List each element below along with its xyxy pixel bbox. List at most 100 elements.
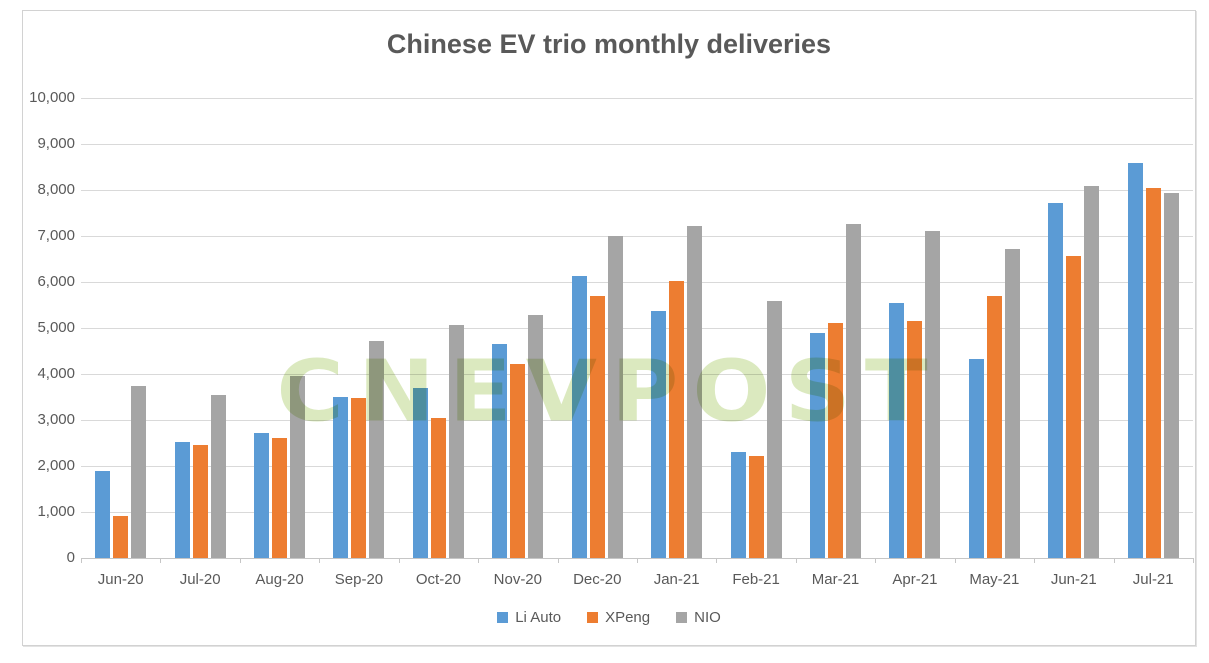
bar-nio <box>528 315 544 558</box>
bar-li-auto <box>810 333 825 558</box>
bar-li-auto <box>1127 163 1143 558</box>
bar-xpeng <box>113 516 129 558</box>
bar-xpeng <box>986 296 1002 558</box>
x-axis-tick <box>240 558 241 563</box>
bar-li-auto <box>889 303 905 558</box>
x-axis-tick <box>637 558 638 563</box>
gridline <box>81 98 1193 99</box>
bar-xpeng <box>430 418 446 558</box>
bar-li-auto <box>492 344 508 558</box>
bar-nio <box>846 224 861 558</box>
bar-xpeng <box>907 321 923 558</box>
bar-nio <box>766 301 782 558</box>
gridline <box>81 328 1193 329</box>
bar-nio <box>687 226 703 558</box>
bar-li-auto <box>254 433 270 558</box>
x-axis-tick <box>1034 558 1035 563</box>
legend-swatch <box>497 612 509 623</box>
x-axis-tick <box>81 558 82 563</box>
x-tick-label: Nov-20 <box>493 571 542 588</box>
x-tick-label: Mar-21 <box>811 571 860 588</box>
bar-li-auto <box>174 442 190 558</box>
x-axis-tick <box>955 558 956 563</box>
bar-li-auto <box>571 276 587 558</box>
x-axis-tick <box>716 558 717 563</box>
x-axis-labels: Jun-20 Jul-20 Aug-20 Sep-20 Oct-20 Nov-20 Dec-… <box>81 571 1193 588</box>
bar-nio <box>290 376 306 558</box>
x-axis-tick <box>1193 558 1194 563</box>
x-tick-label: Dec-20 <box>573 571 622 588</box>
bar-li-auto <box>730 452 746 558</box>
y-tick-label: 0 <box>66 549 75 566</box>
x-axis-tick <box>875 558 876 563</box>
bar-group <box>796 98 875 558</box>
bar-group <box>558 98 637 558</box>
bar-xpeng <box>510 364 526 558</box>
bar-group <box>478 98 557 558</box>
bar-li-auto <box>1048 203 1064 558</box>
gridline <box>81 190 1193 191</box>
bar-group <box>1113 98 1192 558</box>
gridline <box>81 144 1193 145</box>
bars-layer <box>81 98 1193 558</box>
gridline <box>81 512 1193 513</box>
x-axis-tick <box>399 558 400 563</box>
bar-xpeng <box>748 456 764 558</box>
bar-group <box>955 98 1034 558</box>
x-tick-label: Jun-20 <box>97 571 144 588</box>
bar-group <box>399 98 478 558</box>
bar-xpeng <box>272 438 288 558</box>
bar-group <box>81 98 160 558</box>
y-tick-label: 6,000 <box>37 273 75 290</box>
bar-li-auto <box>95 471 111 558</box>
bar-li-auto <box>968 359 984 558</box>
chart-legend: Li Auto XPeng NIO <box>23 609 1195 626</box>
bar-nio <box>925 231 941 558</box>
bar-nio <box>1163 193 1179 558</box>
x-axis-tick <box>558 558 559 563</box>
bar-nio <box>369 341 385 558</box>
x-tick-label: Oct-20 <box>415 571 461 588</box>
legend-item-xpeng: XPeng <box>587 609 650 626</box>
y-tick-label: 9,000 <box>37 135 75 152</box>
bar-li-auto <box>412 388 428 558</box>
x-tick-label: Feb-21 <box>732 571 780 588</box>
x-tick-label: Jul-20 <box>179 571 221 588</box>
y-tick-label: 2,000 <box>37 457 75 474</box>
plot-area <box>81 98 1194 563</box>
bar-li-auto <box>333 397 349 558</box>
legend-label: Li Auto <box>515 609 562 626</box>
bar-xpeng <box>351 398 367 558</box>
x-axis-tick <box>1114 558 1115 563</box>
bar-group <box>637 98 716 558</box>
legend-label: NIO <box>694 609 721 626</box>
bar-nio <box>1084 186 1100 558</box>
x-axis-tick <box>160 558 161 563</box>
y-tick-label: 8,000 <box>37 181 75 198</box>
bar-xpeng <box>828 323 843 558</box>
bar-li-auto <box>651 311 667 558</box>
gridline <box>81 374 1193 375</box>
bar-nio <box>607 236 623 558</box>
bar-xpeng <box>192 445 208 558</box>
bar-group <box>319 98 398 558</box>
y-tick-label: 4,000 <box>37 365 75 382</box>
x-axis-tick <box>796 558 797 563</box>
y-tick-label: 3,000 <box>37 411 75 428</box>
gridline <box>81 282 1193 283</box>
bar-nio <box>1004 249 1020 558</box>
bar-xpeng <box>669 281 685 558</box>
gridline <box>81 236 1193 237</box>
legend-swatch <box>676 612 688 623</box>
x-axis-tick <box>478 558 479 563</box>
bar-xpeng <box>1066 256 1082 558</box>
y-tick-label: 7,000 <box>37 227 75 244</box>
x-tick-label: Aug-20 <box>255 571 304 588</box>
y-tick-label: 1,000 <box>37 503 75 520</box>
x-axis-tick <box>319 558 320 563</box>
x-tick-label: May-21 <box>969 571 1020 588</box>
legend-label: XPeng <box>605 609 651 626</box>
legend-item-nio: NIO <box>676 609 721 626</box>
bar-group <box>160 98 239 558</box>
